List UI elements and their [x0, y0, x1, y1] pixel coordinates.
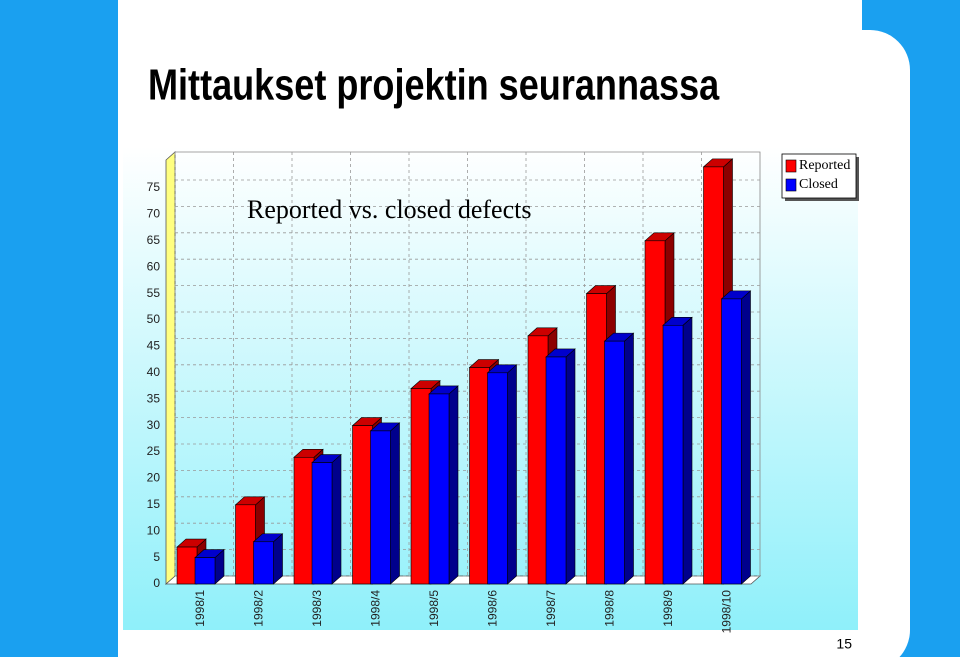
y-tick-label: 50: [147, 312, 161, 326]
bar-side: [565, 348, 576, 585]
y-tick-label: 10: [147, 523, 161, 537]
legend-label: Closed: [799, 177, 838, 192]
bar: [410, 388, 432, 585]
x-tick-label: 1998/9: [661, 590, 675, 627]
y-tick-label: 45: [147, 339, 161, 353]
y-tick-label: 25: [147, 444, 161, 458]
bar: [428, 393, 450, 585]
y-tick-label: 60: [147, 259, 161, 273]
x-tick-label: 1998/8: [603, 590, 617, 627]
bar: [703, 166, 724, 585]
bar: [545, 356, 567, 585]
x-tick-label: 1998/6: [486, 590, 500, 627]
slide-title: Mittaukset projektin seurannassa: [148, 60, 720, 109]
bar: [235, 504, 256, 585]
y-tick-label: 70: [147, 207, 161, 221]
y-tick-label: 15: [147, 497, 161, 511]
bar: [469, 367, 490, 585]
x-tick-label: 1998/3: [310, 590, 324, 627]
x-tick-label: 1998/2: [252, 590, 266, 627]
x-tick-label: 1998/1: [193, 590, 207, 627]
y-tick-label: 35: [147, 391, 161, 405]
bar-side: [741, 290, 751, 585]
bar: [487, 372, 508, 585]
bar-side: [390, 422, 400, 585]
bar: [721, 298, 742, 585]
bar: [311, 462, 333, 585]
y-tick-label: 40: [147, 365, 161, 379]
y-tick-label: 30: [147, 418, 161, 432]
bar: [662, 324, 684, 585]
bar: [527, 335, 549, 585]
bar: [586, 293, 607, 585]
bar-side: [682, 316, 693, 585]
plot: 0 5 10 15 20 25 30 35 40 45 50 55 60 65 70 75 1998/1 1998…: [147, 151, 859, 634]
bar-side: [331, 453, 342, 585]
bar-side: [448, 385, 459, 585]
legend-swatch: [785, 178, 797, 192]
bar-side: [273, 533, 283, 585]
bar: [293, 456, 315, 585]
y-tick-label: 20: [147, 471, 161, 485]
page-number: 15: [836, 636, 852, 652]
bar: [604, 340, 625, 585]
x-tick-label: 1998/5: [427, 590, 441, 627]
legend-swatch: [785, 159, 797, 173]
bar: [644, 240, 666, 585]
bar: [253, 541, 274, 585]
bar: [352, 425, 373, 585]
y-tick-label: 55: [147, 286, 161, 300]
y-tick-label: 75: [147, 180, 161, 194]
legend-label: Reported: [799, 158, 850, 173]
x-tick-label: 1998/4: [369, 590, 383, 627]
chart-subtitle: Reported vs. closed defects: [247, 195, 531, 224]
side-wall: [165, 151, 176, 585]
bar-side: [507, 364, 517, 585]
bar: [370, 430, 391, 585]
x-tick-label: 1998/7: [544, 590, 558, 627]
y-tick-label: 5: [153, 550, 160, 564]
bar-side: [624, 332, 634, 585]
bar: [194, 557, 216, 585]
x-tick-label: 1998/10: [720, 590, 734, 634]
bar: [176, 546, 198, 585]
y-tick-label: 0: [153, 576, 160, 590]
y-tick-label: 65: [147, 233, 161, 247]
